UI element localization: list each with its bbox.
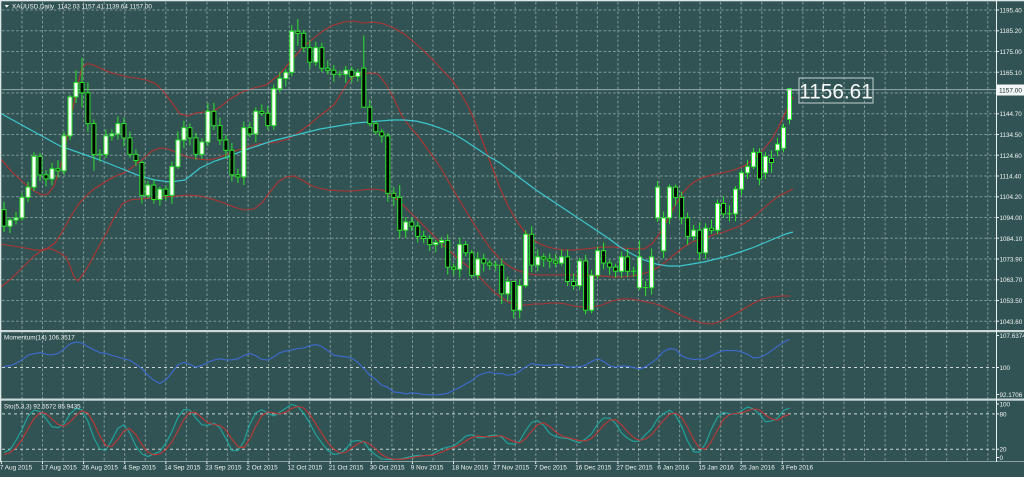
- svg-text:1114.40: 1114.40: [1000, 174, 1022, 181]
- svg-text:Momentum(14) 106.3517: Momentum(14) 106.3517: [4, 335, 75, 342]
- svg-text:1124.60: 1124.60: [1000, 153, 1023, 160]
- svg-text:1053.50: 1053.50: [1000, 298, 1023, 305]
- svg-text:1094.00: 1094.00: [1000, 215, 1023, 222]
- svg-text:1175.00: 1175.00: [1000, 49, 1023, 56]
- svg-text:27 Dec 2015: 27 Dec 2015: [616, 465, 653, 472]
- svg-text:2 Oct 2015: 2 Oct 2015: [246, 465, 278, 472]
- svg-text:1156.61: 1156.61: [799, 81, 873, 104]
- svg-text:1104.20: 1104.20: [1000, 194, 1023, 201]
- svg-text:3 Feb 2016: 3 Feb 2016: [781, 465, 814, 472]
- svg-text:15 Jan 2016: 15 Jan 2016: [699, 465, 735, 472]
- svg-text:27 Nov 2015: 27 Nov 2015: [493, 465, 530, 472]
- svg-text:1185.20: 1185.20: [1000, 28, 1023, 35]
- svg-text:XAUUSD,Daily 1142.03 1157.41: XAUUSD,Daily 1142.03 1157.41 1139.64 115…: [12, 4, 152, 11]
- svg-text:18 Nov 2015: 18 Nov 2015: [452, 465, 489, 472]
- svg-text:4 Sep 2015: 4 Sep 2015: [123, 465, 156, 472]
- svg-text:1063.70: 1063.70: [1000, 277, 1023, 284]
- svg-text:100: 100: [1000, 365, 1011, 372]
- svg-text:7 Aug 2015: 7 Aug 2015: [0, 465, 33, 472]
- svg-text:1195.40: 1195.40: [1000, 8, 1023, 15]
- svg-text:0: 0: [1000, 455, 1004, 462]
- svg-text:1084.10: 1084.10: [1000, 236, 1023, 243]
- svg-text:6 Jan 2016: 6 Jan 2016: [657, 465, 689, 472]
- svg-text:7 Dec 2015: 7 Dec 2015: [534, 465, 567, 472]
- svg-text:17 Aug 2015: 17 Aug 2015: [41, 465, 77, 472]
- svg-text:1144.70: 1144.70: [1000, 111, 1023, 118]
- svg-text:9 Nov 2015: 9 Nov 2015: [411, 465, 444, 472]
- svg-text:92.1706: 92.1706: [1000, 392, 1023, 399]
- svg-text:1043.60: 1043.60: [1000, 319, 1023, 326]
- svg-text:1157.00: 1157.00: [999, 88, 1022, 95]
- svg-text:1165.10: 1165.10: [1000, 70, 1023, 77]
- svg-text:Sto(5,3,3) 92.5572 85.9435: Sto(5,3,3) 92.5572 85.9435: [4, 404, 81, 411]
- svg-text:23 Sep 2015: 23 Sep 2015: [205, 465, 242, 472]
- svg-text:80: 80: [1000, 411, 1008, 418]
- svg-text:20: 20: [1000, 447, 1008, 454]
- svg-text:25 Jan 2016: 25 Jan 2016: [740, 465, 776, 472]
- svg-text:16 Dec 2015: 16 Dec 2015: [575, 465, 612, 472]
- svg-text:100: 100: [1000, 402, 1011, 409]
- svg-text:12 Oct 2015: 12 Oct 2015: [288, 465, 323, 472]
- svg-text:30 Oct 2015: 30 Oct 2015: [370, 465, 405, 472]
- svg-text:26 Aug 2015: 26 Aug 2015: [82, 465, 118, 472]
- svg-text:21 Oct 2015: 21 Oct 2015: [329, 465, 364, 472]
- svg-text:1073.90: 1073.90: [1000, 257, 1023, 264]
- svg-text:107.6374: 107.6374: [1000, 333, 1024, 340]
- svg-text:1134.50: 1134.50: [1000, 132, 1023, 139]
- svg-text:14 Sep 2015: 14 Sep 2015: [164, 465, 201, 472]
